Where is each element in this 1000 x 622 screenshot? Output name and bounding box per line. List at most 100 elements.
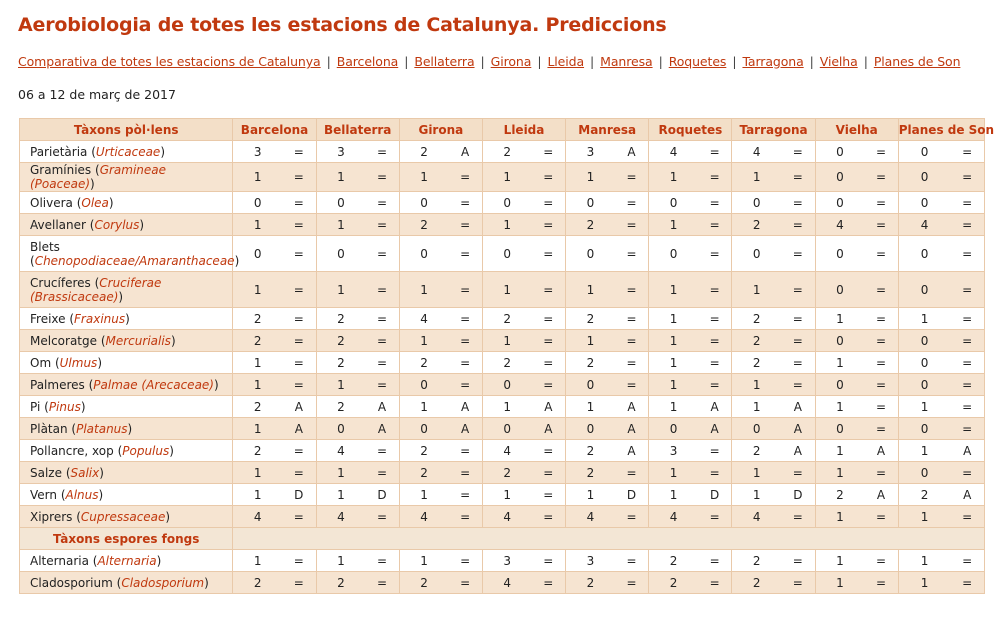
level-value: 1 [897, 505, 951, 528]
trend-indicator: = [781, 505, 816, 528]
level-value: 1 [648, 373, 698, 396]
trend-indicator: = [282, 235, 317, 272]
level-value: 0 [897, 329, 951, 352]
taxon-cell: Parietària (Urticaceae) [18, 140, 234, 163]
level-value: 2 [315, 329, 366, 352]
trend-indicator: = [282, 461, 317, 484]
nav-link-lleida[interactable]: Lleida [547, 54, 585, 69]
trend-indicator: A [781, 439, 816, 462]
level-value: 1 [565, 483, 615, 506]
table-row: Pollancre, xop (Populus) 2 = 4 = 2 = 4 = 2 A 3 = 2 A 1 A… [18, 439, 986, 462]
level-value: 1 [565, 329, 615, 352]
level-value: 0 [814, 162, 865, 192]
nav-link-planes-de-son[interactable]: Planes de Son [873, 54, 961, 69]
taxon-name: Cladosporium [30, 575, 113, 590]
level-value: 1 [897, 395, 951, 418]
trend-indicator: = [282, 439, 317, 462]
taxon-latin-name: Populus [122, 443, 170, 458]
station-header: Girona [398, 118, 483, 141]
nav-link-girona[interactable]: Girona [490, 54, 532, 69]
trend-indicator: = [864, 373, 899, 396]
nav-link-barcelona[interactable]: Barcelona [336, 54, 399, 69]
station-header: Vielha [814, 118, 899, 141]
trend-indicator: = [864, 505, 899, 528]
trend-indicator: = [781, 271, 816, 308]
taxon-latin-name: Mercurialis [105, 333, 171, 348]
level-value: 1 [232, 417, 283, 440]
nav-separator: | [326, 54, 331, 69]
taxon-latin-name: Alternaria [97, 553, 157, 568]
trend-indicator: = [282, 549, 317, 572]
taxon-name: Om [30, 355, 52, 370]
nav-link-roquetes[interactable]: Roquetes [668, 54, 727, 69]
level-value: 0 [398, 373, 449, 396]
trend-indicator: = [448, 162, 483, 192]
level-value: 4 [315, 505, 366, 528]
nav-link-manresa[interactable]: Manresa [600, 54, 653, 69]
level-value: 2 [232, 329, 283, 352]
trend-indicator: = [781, 351, 816, 374]
level-value: 4 [398, 307, 449, 330]
nav-link-vielha[interactable]: Vielha [819, 54, 858, 69]
level-value: 2 [648, 571, 698, 594]
table-row: Olivera (Olea) 0 = 0 = 0 = 0 = 0 = 0 = 0 = 0 = 0 = [18, 191, 986, 214]
level-value: 1 [315, 271, 366, 308]
level-value: 0 [814, 271, 865, 308]
trend-indicator: = [697, 461, 733, 484]
taxon-cell: Crucíferes (Cruciferae (Brassicaceae)) [18, 271, 234, 308]
taxon-cell: Palmeres (Palmae (Arecaceae)) [18, 373, 234, 396]
trend-indicator: = [531, 140, 567, 163]
trend-indicator: = [864, 549, 899, 572]
taxon-name: Freixe [30, 311, 66, 326]
nav-link-bellaterra[interactable]: Bellaterra [414, 54, 475, 69]
level-value: 0 [814, 235, 865, 272]
level-value: 0 [814, 373, 865, 396]
trend-indicator: = [365, 307, 400, 330]
trend-indicator: A [365, 417, 400, 440]
level-value: 0 [897, 417, 951, 440]
trend-indicator: A [448, 395, 483, 418]
taxon-cell: Gramínies (Gramineae (Poaceae)) [18, 162, 234, 192]
trend-indicator: A [781, 395, 816, 418]
level-value: 0 [232, 235, 283, 272]
trend-indicator: = [282, 329, 317, 352]
predictions-table: Tàxons pòl·lens Barcelona Bellaterra Giron… [18, 118, 994, 594]
level-value: 3 [481, 549, 532, 572]
taxon-latin-name: Chenopodiaceae/Amaranthaceae [34, 253, 235, 268]
nav-link-tarragona[interactable]: Tarragona [742, 54, 804, 69]
level-value: 0 [315, 235, 366, 272]
level-value: 1 [398, 329, 449, 352]
taxon-latin-name: Palmae (Arecaceae) [93, 377, 214, 392]
table-row: Palmeres (Palmae (Arecaceae)) 1 = 1 = 0 = 0 = 0 = 1… [18, 373, 986, 396]
trend-indicator: = [531, 191, 567, 214]
level-value: 2 [398, 439, 449, 462]
level-value: 0 [398, 417, 449, 440]
level-value: 2 [565, 571, 615, 594]
taxon-cell: Avellaner (Corylus) [18, 213, 234, 236]
level-value: 1 [232, 373, 283, 396]
trend-indicator: = [950, 571, 986, 594]
trend-indicator: = [950, 235, 986, 272]
taxon-name: Vern [30, 487, 57, 502]
level-value: 1 [814, 439, 865, 462]
trend-indicator: = [282, 191, 317, 214]
nav-separator: | [658, 54, 663, 69]
nav-link-comparativa[interactable]: Comparativa de totes les estacions de Ca… [18, 54, 321, 69]
trend-indicator: = [950, 417, 986, 440]
level-value: 1 [648, 271, 698, 308]
taxon-cell: Melcoratge (Mercurialis) [18, 329, 234, 352]
level-value: 0 [897, 140, 951, 163]
trend-indicator: = [365, 140, 400, 163]
trend-indicator: A [365, 395, 400, 418]
level-value: 2 [731, 351, 782, 374]
nav-separator: | [809, 54, 814, 69]
trend-indicator: = [614, 191, 650, 214]
level-value: 3 [315, 140, 366, 163]
level-value: 0 [565, 235, 615, 272]
trend-indicator: = [781, 140, 816, 163]
taxon-latin-name: Corylus [94, 217, 140, 232]
taxon-latin-name: Olea [81, 195, 109, 210]
taxon-name: Parietària [30, 144, 88, 159]
trend-indicator: = [781, 191, 816, 214]
level-value: 0 [565, 373, 615, 396]
